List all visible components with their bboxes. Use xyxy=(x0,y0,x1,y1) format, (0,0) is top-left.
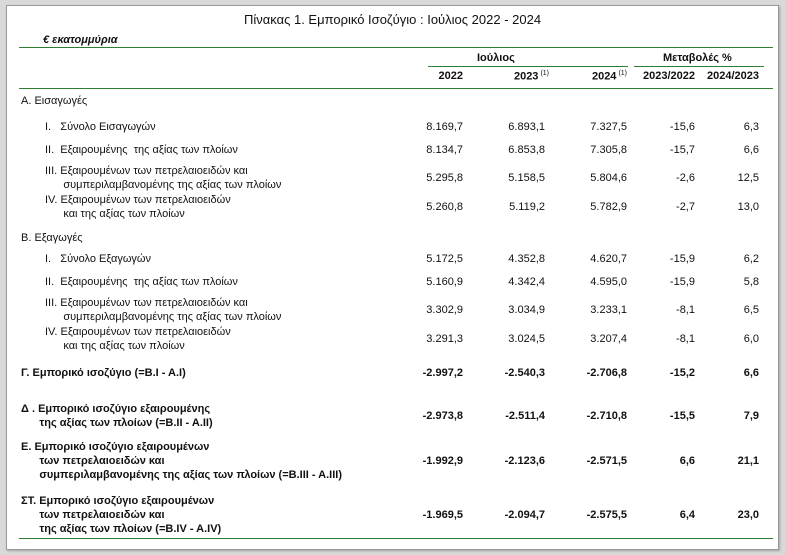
cell-value: -2.997,2 xyxy=(422,367,463,379)
cell-value: -2.094,7 xyxy=(504,509,545,521)
table-bottom-line xyxy=(19,538,773,539)
cell-value: 3.233,1 xyxy=(590,304,627,316)
header-top-line xyxy=(19,47,773,48)
row-label: της αξίας των πλοίων (=B.II - A.II) xyxy=(21,417,213,429)
row-label: της αξίας των πλοίων (=B.IV - A.IV) xyxy=(21,523,222,535)
cell-value: 23,0 xyxy=(737,509,759,521)
cell-value: 5.295,8 xyxy=(426,172,463,184)
row-label: III. Εξαιρουμένων των πετρελαιοειδών και xyxy=(45,165,248,177)
row-label: I. Σύνολο Εξαγωγών xyxy=(45,253,152,265)
cell-value: 6,2 xyxy=(743,253,759,265)
cell-value: 4.352,8 xyxy=(508,253,545,265)
cell-value: 3.207,4 xyxy=(590,333,627,345)
row-label: IV. Εξαιρουμένων των πετρελαιοειδών xyxy=(45,194,231,206)
cell-value: 6,3 xyxy=(743,121,759,133)
cell-value: -2.710,8 xyxy=(586,410,627,422)
header-col-2023: 2023 (1) xyxy=(513,70,549,83)
header-col-2024: 2024 (1) xyxy=(591,70,627,83)
row-label: συμπεριλαμβανομένης της αξίας των πλοίων xyxy=(45,311,282,323)
cell-value: -15,7 xyxy=(669,144,695,156)
cell-value: -1.992,9 xyxy=(422,455,463,467)
row-label: I. Σύνολο Εισαγωγών xyxy=(45,121,156,133)
row-label: συμπεριλαμβανομένης της αξίας των πλοίων… xyxy=(21,469,343,481)
cell-value: 6,6 xyxy=(743,144,759,156)
cell-value: -1.969,5 xyxy=(422,509,463,521)
row-label: Α. Εισαγωγές xyxy=(21,95,88,107)
table-title: Πίνακας 1. Εμπορικό Ισοζύγιο : Ιούλιος 2… xyxy=(243,12,542,27)
cell-value: 6,4 xyxy=(679,509,695,521)
cell-value: 4.342,4 xyxy=(508,276,545,288)
cell-value: 5.158,5 xyxy=(508,172,545,184)
cell-value: 5.119,2 xyxy=(509,201,545,213)
header-group-change: Μεταβολές % xyxy=(663,52,732,64)
header-group-line-july xyxy=(428,66,628,67)
cell-value: 12,5 xyxy=(737,172,759,184)
cell-value: -2,6 xyxy=(676,172,695,184)
cell-value: 6,6 xyxy=(679,455,695,467)
cell-value: -2,7 xyxy=(676,201,695,213)
header-col-change-2024-2023: 2024/2023 xyxy=(707,70,759,82)
row-label: και της αξίας των πλοίων xyxy=(45,340,185,352)
cell-value: 4.620,7 xyxy=(590,253,627,265)
cell-value: 3.024,5 xyxy=(508,333,545,345)
cell-value: 7.305,8 xyxy=(590,144,627,156)
cell-value: 6.893,1 xyxy=(508,121,545,133)
cell-value: -15,9 xyxy=(669,276,695,288)
row-label: Γ. Εμπορικό ισοζύγιο (=B.I - A.I) xyxy=(21,367,186,379)
cell-value: -8,1 xyxy=(676,333,695,345)
row-label: των πετρελαιοειδών και xyxy=(21,509,165,521)
cell-value: 5,8 xyxy=(743,276,759,288)
cell-value: 8.169,7 xyxy=(426,121,463,133)
cell-value: 4.595,0 xyxy=(590,276,627,288)
header-col-change-2023-2022: 2023/2022 xyxy=(643,70,695,82)
cell-value: 5.260,8 xyxy=(426,201,463,213)
row-label: των πετρελαιοειδών και xyxy=(21,455,165,467)
cell-value: 8.134,7 xyxy=(426,144,463,156)
cell-value: 21,1 xyxy=(737,455,759,467)
cell-value: 5.160,9 xyxy=(426,276,463,288)
cell-value: -2.571,5 xyxy=(586,455,627,467)
cell-value: 7.327,5 xyxy=(590,121,627,133)
row-label: ΣΤ. Εμπορικό ισοζύγιο εξαιρουμένων xyxy=(21,495,215,507)
header-group-july: Ιούλιος xyxy=(477,52,515,64)
unit-label: € εκατομμύρια xyxy=(43,34,118,46)
cell-value: 6,6 xyxy=(743,367,759,379)
row-label: III. Εξαιρουμένων των πετρελαιοειδών και xyxy=(45,297,248,309)
cell-value: 6,0 xyxy=(743,333,759,345)
cell-value: 6.853,8 xyxy=(508,144,545,156)
cell-value: -2.575,5 xyxy=(586,509,627,521)
cell-value: -15,2 xyxy=(669,367,695,379)
row-label: συμπεριλαμβανομένης της αξίας των πλοίων xyxy=(45,179,282,191)
cell-value: -15,9 xyxy=(669,253,695,265)
cell-value: 3.291,3 xyxy=(426,333,463,345)
cell-value: 5.804,6 xyxy=(590,172,627,184)
row-label: και της αξίας των πλοίων xyxy=(45,208,185,220)
cell-value: 3.034,9 xyxy=(508,304,545,316)
cell-value: 6,5 xyxy=(743,304,759,316)
cell-value: -8,1 xyxy=(676,304,695,316)
row-label: Ε. Εμπορικό ισοζύγιο εξαιρουμένων xyxy=(21,441,210,453)
cell-value: 5.782,9 xyxy=(590,201,627,213)
cell-value: 5.172,5 xyxy=(426,253,463,265)
cell-value: 7,9 xyxy=(743,410,759,422)
cell-value: -15,6 xyxy=(669,121,695,133)
row-label: Β. Εξαγωγές xyxy=(21,232,83,244)
row-label: II. Εξαιρουμένης της αξίας των πλοίων xyxy=(45,276,238,288)
cell-value: -2.540,3 xyxy=(504,367,545,379)
cell-value: 3.302,9 xyxy=(426,304,463,316)
header-bottom-line xyxy=(19,88,773,89)
row-label: IV. Εξαιρουμένων των πετρελαιοειδών xyxy=(45,326,231,338)
cell-value: -2.123,6 xyxy=(504,455,545,467)
row-label: II. Εξαιρουμένης της αξίας των πλοίων xyxy=(45,144,238,156)
row-label: Δ . Εμπορικό ισοζύγιο εξαιρουμένης xyxy=(21,403,211,415)
header-group-line-change xyxy=(634,66,764,67)
header-col-2022: 2022 xyxy=(438,70,463,82)
table-frame: Πίνακας 1. Εμπορικό Ισοζύγιο : Ιούλιος 2… xyxy=(6,5,779,550)
cell-value: -2.706,8 xyxy=(586,367,627,379)
cell-value: -2.973,8 xyxy=(422,410,463,422)
cell-value: -2.511,4 xyxy=(505,410,545,422)
cell-value: 13,0 xyxy=(737,201,759,213)
cell-value: -15,5 xyxy=(669,410,695,422)
